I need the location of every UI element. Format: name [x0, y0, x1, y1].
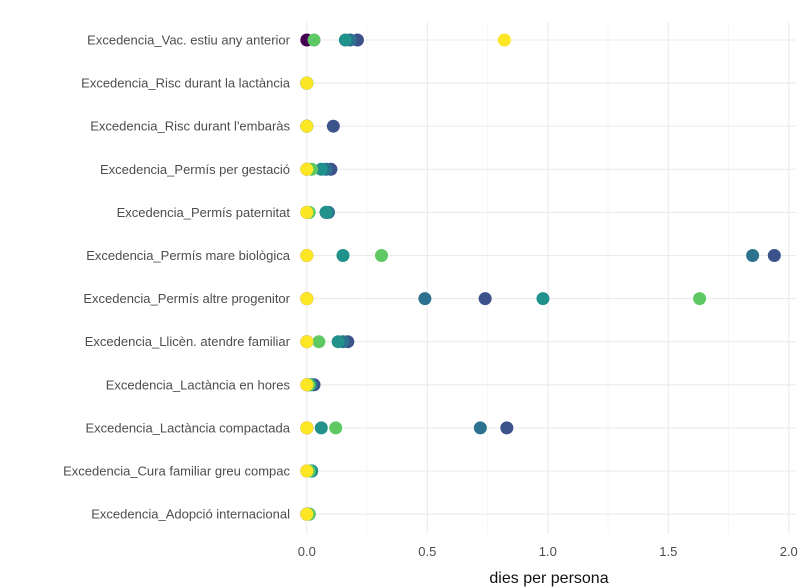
data-point [473, 421, 487, 435]
data-point [300, 119, 314, 133]
data-point [319, 205, 333, 219]
x-tick-label: 1.5 [659, 544, 677, 559]
y-category-label: Excedencia_Risc durant l'embaràs [90, 119, 290, 134]
data-point [300, 378, 314, 392]
data-point [326, 119, 340, 133]
y-category-label: Excedencia_Cura familiar greu compac [63, 464, 290, 479]
data-point [314, 421, 328, 435]
data-point [478, 292, 492, 306]
x-tick-label: 1.0 [539, 544, 557, 559]
x-axis-title: dies per persona [489, 570, 608, 587]
x-axis-tick-labels: 0.0 0.5 1.0 1.5 2.0 [298, 544, 798, 559]
data-point [338, 33, 352, 47]
data-point [307, 33, 321, 47]
y-category-label: Excedencia_Risc durant la lactància [81, 76, 291, 91]
y-category-label: Excedencia_Vac. estiu any anterior [87, 33, 290, 48]
data-point [300, 421, 314, 435]
data-point [767, 249, 781, 262]
y-category-label: Excedencia_Permís altre progenitor [83, 291, 290, 306]
data-point [300, 249, 314, 262]
data-point [300, 205, 314, 219]
x-tick-label: 0.0 [298, 544, 316, 559]
x-tick-label: 2.0 [780, 544, 798, 559]
x-tick-label: 0.5 [418, 544, 436, 559]
data-point [418, 292, 432, 306]
grid-layer [302, 22, 796, 534]
data-point [336, 249, 350, 262]
y-category-label: Excedencia_Permís mare biològica [86, 248, 291, 263]
y-category-label: Excedencia_Lactància en hores [106, 377, 291, 392]
data-point [375, 249, 389, 262]
y-category-label: Excedencia_Lactància compactada [85, 420, 290, 435]
y-category-label: Excedencia_Permís paternitat [117, 205, 291, 220]
data-point [300, 162, 314, 176]
data-point [312, 335, 326, 349]
data-point [314, 162, 328, 176]
data-point [746, 249, 760, 262]
y-category-label: Excedencia_Adopció internacional [91, 507, 290, 522]
data-points [300, 33, 781, 521]
data-point [329, 421, 343, 435]
y-category-label: Excedencia_Permís per gestació [100, 162, 290, 177]
data-point [300, 292, 314, 306]
data-point [300, 464, 314, 478]
y-category-label: Excedencia_Llicèn. atendre familiar [85, 334, 291, 349]
data-point [500, 421, 514, 435]
data-point [497, 33, 511, 47]
data-point [300, 76, 314, 90]
data-point [693, 292, 707, 306]
y-axis-tick-labels: Excedencia_Vac. estiu any anterior Excede… [63, 33, 291, 522]
data-point [300, 335, 314, 349]
data-point [536, 292, 550, 306]
data-point [300, 507, 314, 521]
data-point [331, 335, 345, 349]
